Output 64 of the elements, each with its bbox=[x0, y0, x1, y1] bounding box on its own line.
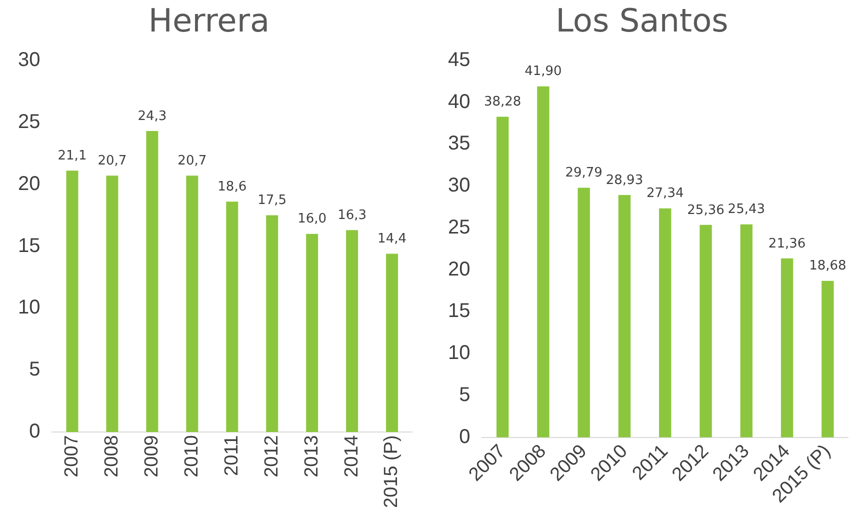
x-tick-label: 2014 bbox=[341, 434, 362, 478]
y-tick-label: 10 bbox=[448, 342, 470, 364]
bar bbox=[386, 254, 398, 432]
y-tick-label: 5 bbox=[29, 358, 40, 381]
data-label: 14,4 bbox=[378, 232, 406, 247]
y-tick-label: 25 bbox=[18, 110, 40, 133]
bar bbox=[659, 208, 672, 438]
y-tick-label: 15 bbox=[448, 300, 470, 322]
bar bbox=[66, 170, 78, 432]
data-label: 21,36 bbox=[768, 236, 806, 252]
bar bbox=[266, 215, 278, 432]
y-tick-label: 45 bbox=[448, 48, 470, 71]
data-label: 27,34 bbox=[646, 186, 684, 202]
data-label: 25,43 bbox=[728, 202, 766, 218]
y-tick-label: 20 bbox=[18, 172, 40, 195]
chart-title: Herrera bbox=[148, 2, 270, 40]
bar bbox=[106, 176, 118, 432]
bar bbox=[740, 224, 752, 438]
data-label: 18,68 bbox=[809, 258, 846, 274]
data-label: 16,0 bbox=[298, 212, 327, 227]
bar bbox=[537, 86, 550, 438]
data-label: 21,1 bbox=[58, 148, 87, 164]
bar bbox=[226, 202, 238, 432]
y-tick-label: 25 bbox=[448, 216, 470, 238]
data-label: 29,79 bbox=[565, 166, 602, 181]
data-label: 38,28 bbox=[484, 94, 522, 110]
data-label: 24,3 bbox=[138, 108, 167, 124]
bar bbox=[186, 176, 198, 432]
bar bbox=[496, 116, 509, 438]
y-tick-label: 20 bbox=[448, 258, 470, 280]
x-tick-label: 2008 bbox=[101, 435, 122, 478]
y-tick-label: 15 bbox=[18, 234, 40, 257]
data-label: 28,93 bbox=[606, 172, 644, 188]
x-tick-label: 2013 bbox=[301, 435, 322, 478]
data-label: 16,3 bbox=[338, 208, 367, 224]
y-tick-label: 40 bbox=[448, 90, 470, 113]
bar bbox=[822, 280, 834, 438]
chart-title: Los Santos bbox=[556, 2, 728, 40]
bar bbox=[346, 230, 358, 432]
bar bbox=[780, 258, 794, 438]
x-tick-label: 2012 bbox=[261, 435, 282, 478]
data-label: 20,7 bbox=[98, 154, 127, 169]
bar bbox=[700, 224, 712, 438]
x-tick-label: 2009 bbox=[141, 435, 162, 478]
x-tick-label: 2007 bbox=[61, 435, 82, 478]
data-label: 20,7 bbox=[178, 154, 207, 169]
x-tick-label: 2011 bbox=[221, 435, 242, 476]
data-label: 25,36 bbox=[687, 202, 724, 218]
bar bbox=[578, 188, 590, 438]
data-label: 18,6 bbox=[218, 180, 247, 195]
y-tick-label: 0 bbox=[29, 420, 40, 443]
data-label: 41,90 bbox=[524, 64, 562, 80]
x-tick-label: 2015 (P) bbox=[381, 435, 402, 508]
bar bbox=[306, 234, 318, 432]
y-tick-label: 0 bbox=[459, 426, 470, 448]
bar bbox=[618, 195, 631, 438]
y-tick-label: 30 bbox=[448, 174, 470, 197]
bar bbox=[146, 131, 158, 432]
y-tick-label: 35 bbox=[448, 132, 470, 155]
data-label: 17,5 bbox=[258, 193, 287, 208]
y-tick-label: 30 bbox=[18, 48, 40, 71]
x-tick-label: 2010 bbox=[181, 435, 202, 478]
y-tick-label: 10 bbox=[18, 296, 40, 319]
y-tick-label: 5 bbox=[459, 384, 470, 406]
